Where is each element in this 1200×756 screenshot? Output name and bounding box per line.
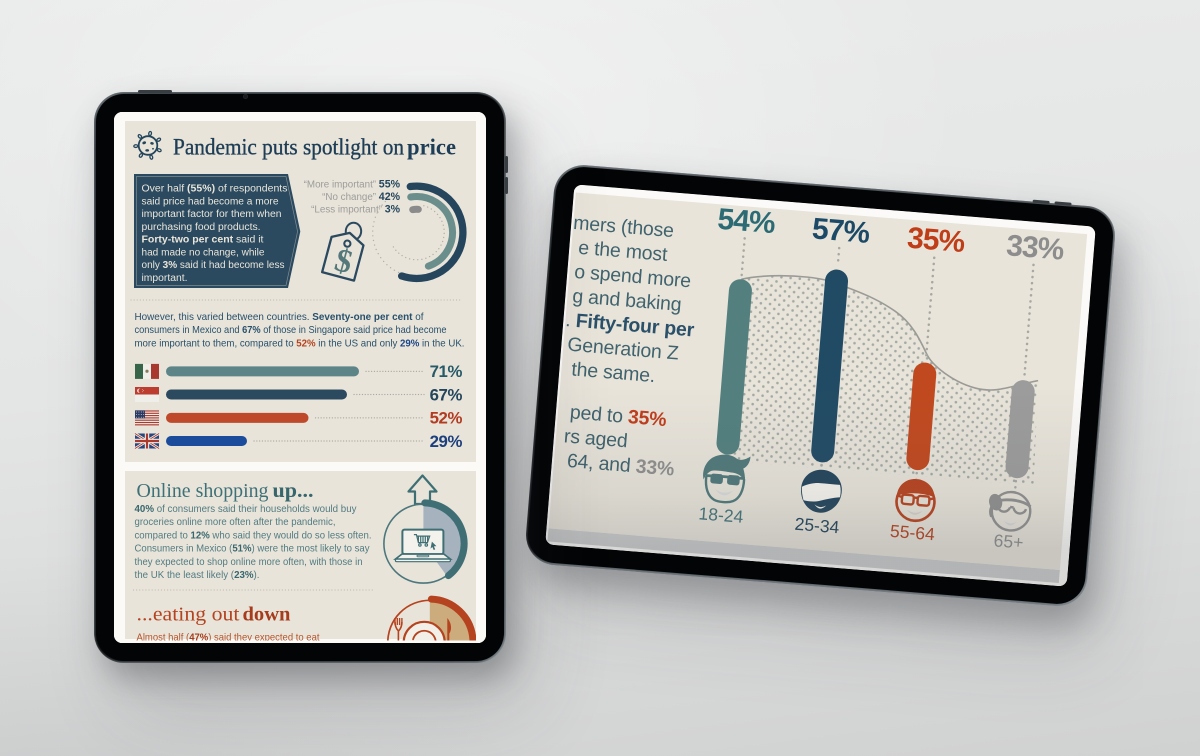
- svg-text:Pandemic puts spotlight on: Pandemic puts spotlight on: [173, 135, 404, 161]
- svg-text:groceries online more often af: groceries online more often after the pa…: [135, 517, 336, 528]
- svg-text:“Less important” 3%: “Less important” 3%: [311, 204, 400, 216]
- svg-text:the UK the least likely (23%).: the UK the least likely (23%).: [135, 570, 260, 581]
- svg-text:“No change” 42%: “No change” 42%: [322, 191, 400, 203]
- svg-text:said price had become a more: said price had become a more: [142, 196, 280, 207]
- svg-text:Online shopping: Online shopping: [137, 481, 269, 502]
- svg-text:up...: up...: [273, 481, 314, 502]
- svg-text:important.: important.: [142, 273, 188, 284]
- svg-text:Forty-two per cent said it: Forty-two per cent said it: [142, 235, 264, 246]
- svg-text:“More important” 55%: “More important” 55%: [304, 179, 401, 191]
- svg-text:only 3% said it had become les: only 3% said it had become less: [142, 260, 285, 271]
- svg-text:29%: 29%: [430, 432, 463, 451]
- svg-text:Consumers in Mexico (51%) were: Consumers in Mexico (51%) were the most …: [135, 544, 371, 555]
- svg-text:However, this varied between c: However, this varied between countries. …: [135, 312, 424, 323]
- svg-text:71%: 71%: [430, 362, 463, 381]
- svg-text:they expected to shop online m: they expected to shop online more often,…: [135, 557, 363, 568]
- svg-text:price: price: [407, 135, 456, 161]
- svg-text:Over half (55%) of respondents: Over half (55%) of respondents: [142, 184, 288, 195]
- svg-text:consumers in Mexico and 67% of: consumers in Mexico and 67% of those in …: [135, 325, 447, 336]
- svg-text:more important to them, compar: more important to them, compared to 52% …: [135, 338, 465, 349]
- svg-text:compared to 12% who said they: compared to 12% who said they would do s…: [135, 530, 372, 541]
- svg-text:67%: 67%: [430, 385, 463, 404]
- svg-text:had made no change, while: had made no change, while: [142, 247, 266, 258]
- svg-text:...eating out: ...eating out: [137, 604, 240, 626]
- svg-text:down: down: [243, 604, 291, 626]
- svg-text:purchasing food products.: purchasing food products.: [142, 222, 261, 233]
- svg-text:40% of consumers said their ho: 40% of consumers said their households w…: [135, 504, 358, 515]
- svg-text:Almost half (47%) said they ex: Almost half (47%) said they expected to …: [137, 633, 320, 644]
- svg-text:important factor for them when: important factor for them when: [142, 209, 282, 220]
- svg-text:52%: 52%: [430, 409, 463, 428]
